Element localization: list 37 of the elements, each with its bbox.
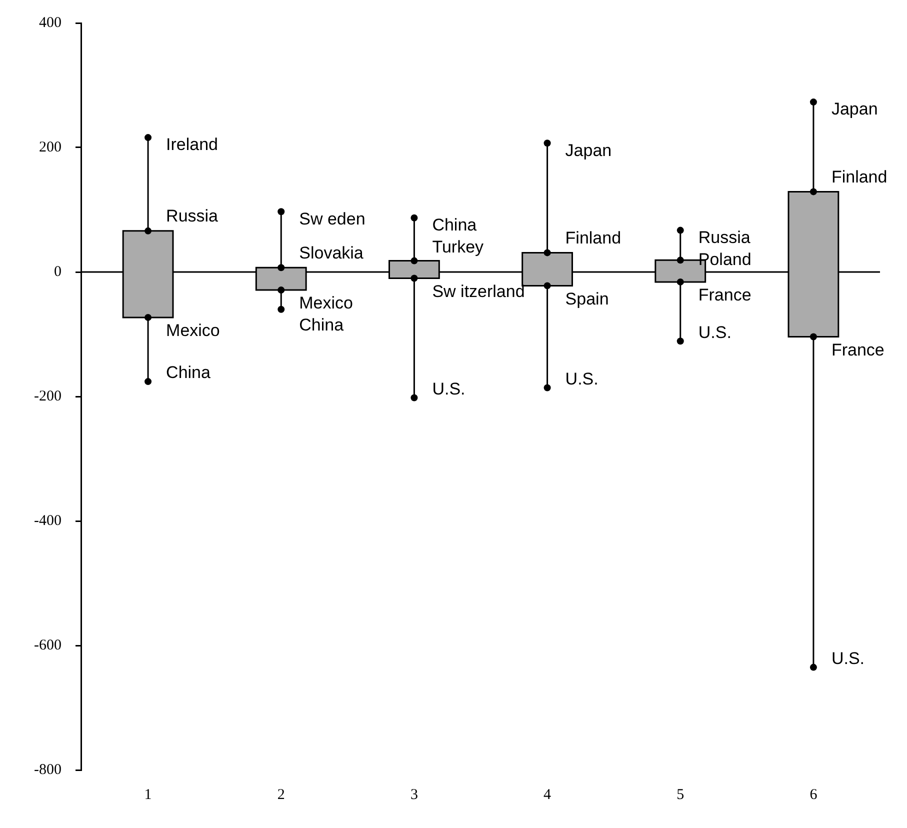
annotation: Poland xyxy=(698,250,752,269)
annotation: Ireland xyxy=(166,135,218,154)
y-tick-label: -600 xyxy=(34,637,62,654)
x-tick-label: 4 xyxy=(544,786,552,803)
annotation: Mexico xyxy=(166,321,220,340)
annotation: U.S. xyxy=(565,369,598,388)
annotation: Turkey xyxy=(432,238,484,257)
annotation: Slovakia xyxy=(299,243,364,262)
annotation: China xyxy=(166,363,211,382)
annotation: Russia xyxy=(166,206,219,226)
annotation: China xyxy=(432,216,478,235)
x-tick-label: 1 xyxy=(144,786,152,803)
annotation: Spain xyxy=(565,289,609,308)
annotation: Russia xyxy=(698,228,751,247)
annotation: U.S. xyxy=(831,648,865,668)
annotation: Mexico xyxy=(299,294,353,313)
annotation: Sw itzerland xyxy=(432,282,525,301)
y-tick-label: 400 xyxy=(38,14,62,31)
y-tick-label: 200 xyxy=(38,139,62,156)
annotation: China xyxy=(299,316,344,335)
y-tick-label: -800 xyxy=(34,762,62,778)
x-tick-label: 6 xyxy=(810,786,818,803)
y-tick-label: -200 xyxy=(34,388,62,404)
annotation: France xyxy=(831,340,884,360)
annotation: Finland xyxy=(565,228,622,248)
annotation: Sw eden xyxy=(299,209,366,228)
annotation: France xyxy=(698,286,752,305)
x-tick-label: 2 xyxy=(277,786,285,803)
annotation: U.S. xyxy=(698,322,732,342)
x-tick-label: 3 xyxy=(410,786,418,803)
annotation: U.S. xyxy=(432,379,466,398)
annotation: Japan xyxy=(831,100,878,119)
x-tick-label: 5 xyxy=(676,786,684,803)
y-tick-label: -400 xyxy=(34,512,62,529)
annotation: Japan xyxy=(565,140,612,160)
y-tick-label: 0 xyxy=(54,264,62,280)
annotation: Finland xyxy=(831,167,888,186)
